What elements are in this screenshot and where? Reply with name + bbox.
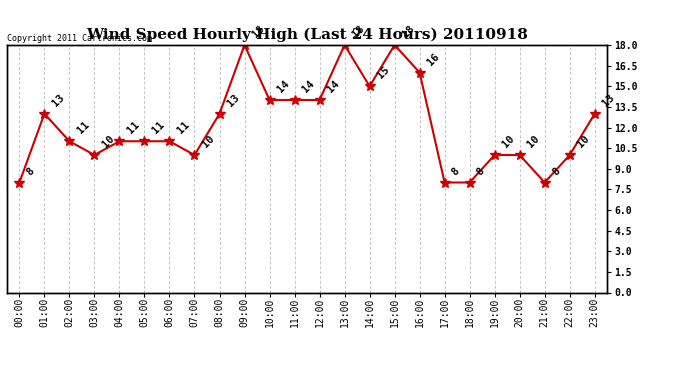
Text: 18: 18 xyxy=(350,24,366,39)
Text: 8: 8 xyxy=(25,165,37,177)
Text: 14: 14 xyxy=(325,78,341,94)
Text: 8: 8 xyxy=(475,165,486,177)
Text: 10: 10 xyxy=(100,134,116,150)
Text: 10: 10 xyxy=(525,134,541,150)
Text: 14: 14 xyxy=(300,78,316,94)
Text: 8: 8 xyxy=(450,165,462,177)
Text: 10: 10 xyxy=(200,134,216,150)
Text: 11: 11 xyxy=(75,120,91,136)
Text: 13: 13 xyxy=(225,92,241,108)
Text: 15: 15 xyxy=(375,65,391,81)
Text: 18: 18 xyxy=(250,24,266,39)
Text: Copyright 2011 Cartronics.com: Copyright 2011 Cartronics.com xyxy=(7,33,152,42)
Text: 10: 10 xyxy=(500,134,516,150)
Text: 18: 18 xyxy=(400,24,416,39)
Text: 16: 16 xyxy=(425,51,441,67)
Text: 13: 13 xyxy=(50,92,66,108)
Text: 14: 14 xyxy=(275,78,291,94)
Title: Wind Speed Hourly High (Last 24 Hours) 20110918: Wind Speed Hourly High (Last 24 Hours) 2… xyxy=(86,28,528,42)
Text: 11: 11 xyxy=(175,120,191,136)
Text: 11: 11 xyxy=(150,120,166,136)
Text: 13: 13 xyxy=(600,92,616,108)
Text: 11: 11 xyxy=(125,120,141,136)
Text: 10: 10 xyxy=(575,134,591,150)
Text: 8: 8 xyxy=(550,165,562,177)
